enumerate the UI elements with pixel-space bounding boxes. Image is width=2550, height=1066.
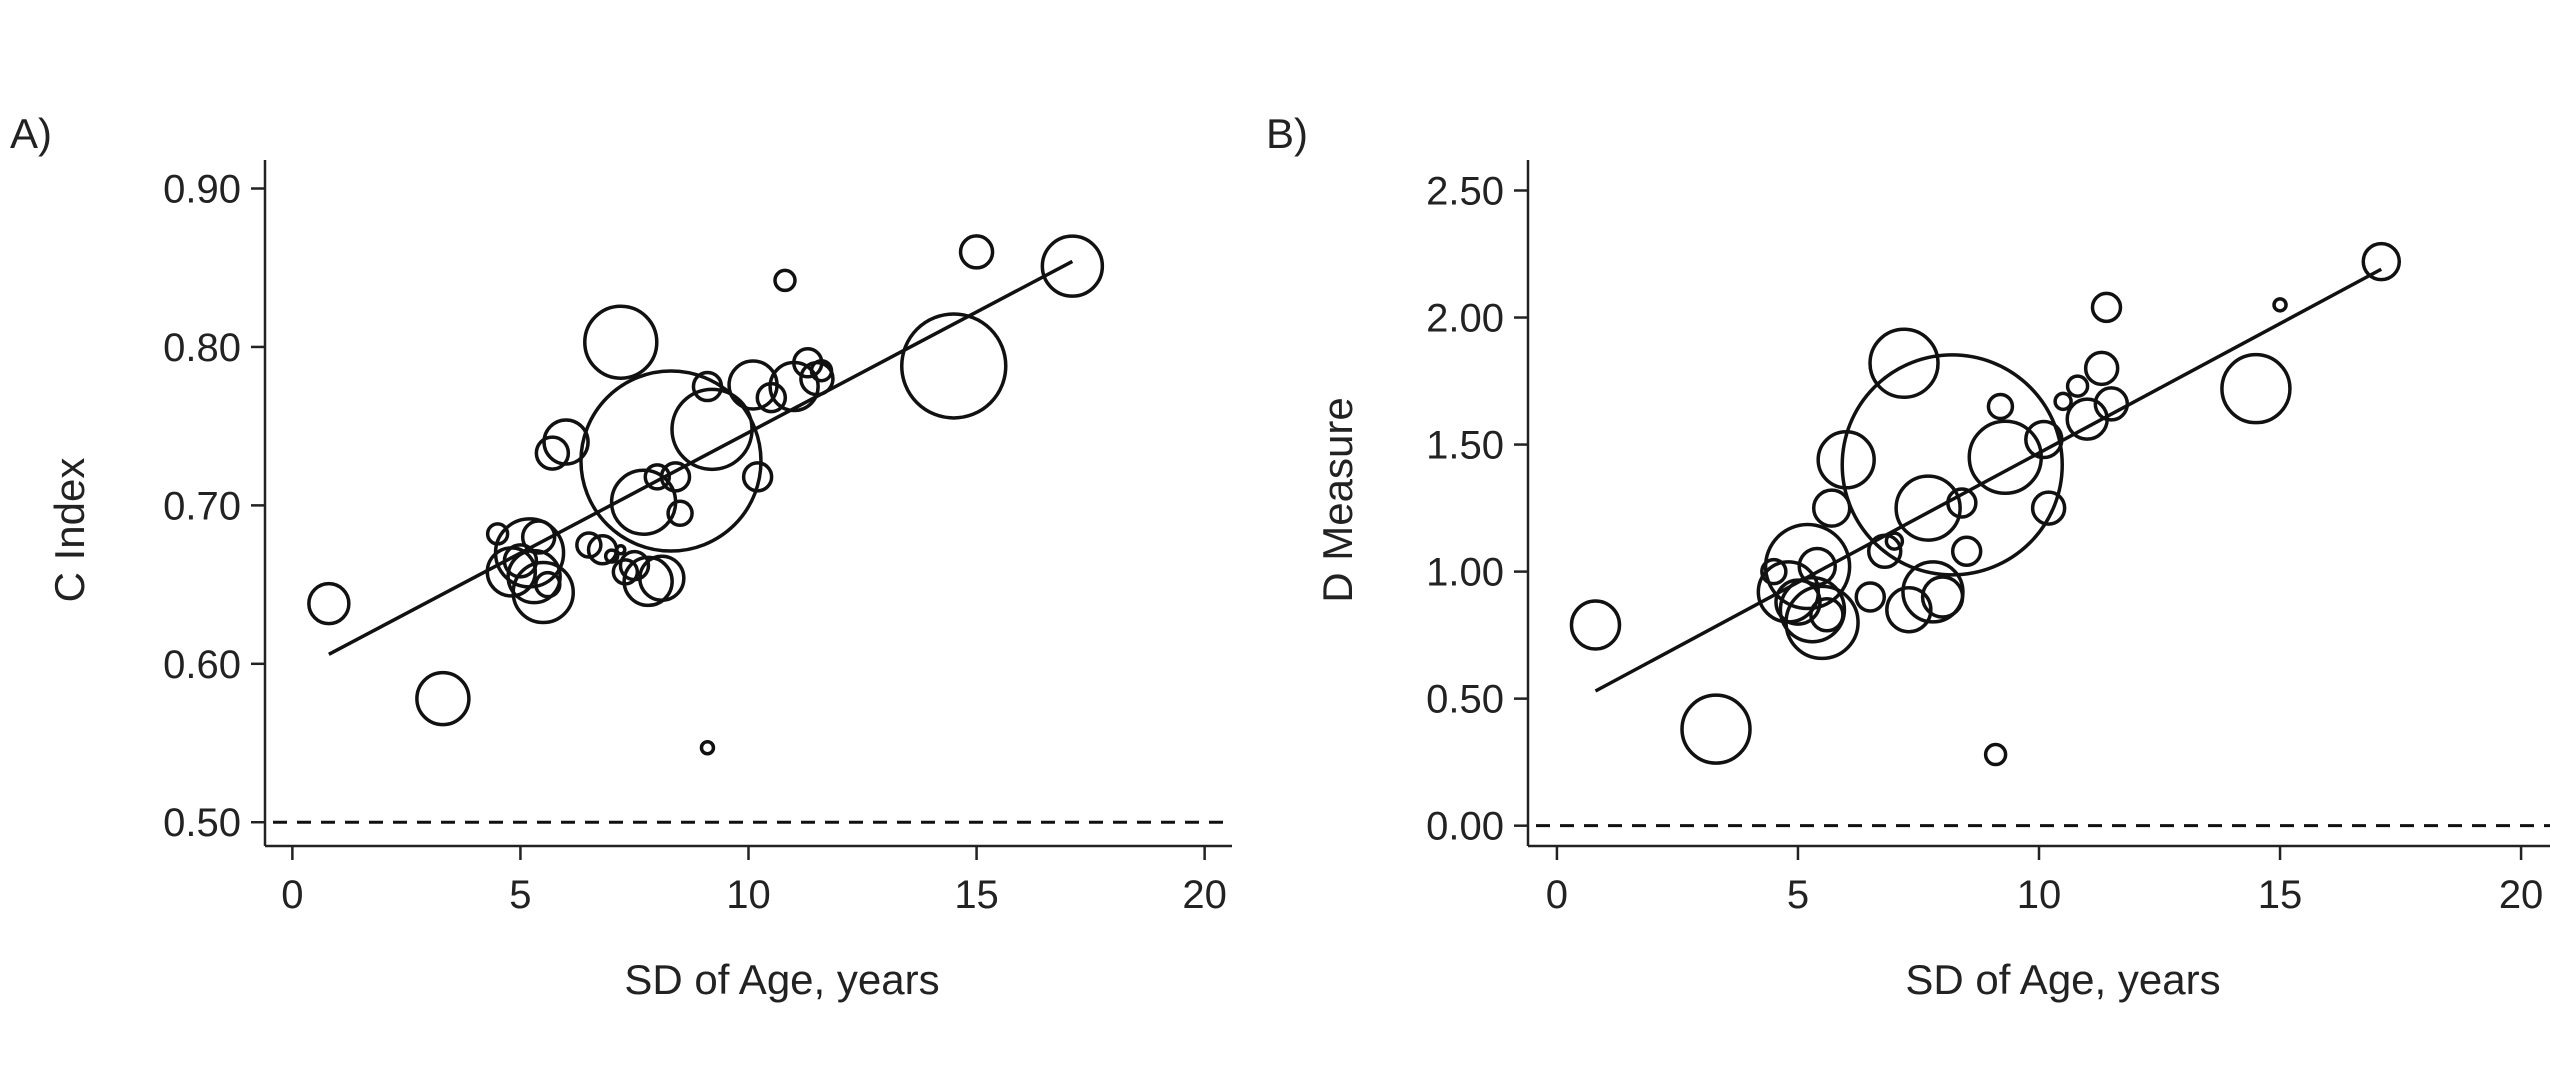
panel-b-bubble-point xyxy=(1986,392,2015,421)
panel-b-x-axis-title: SD of Age, years xyxy=(1905,956,2220,1003)
panel-b-fit-line xyxy=(1594,267,2383,693)
panel-a-x-tick-label: 10 xyxy=(726,873,771,917)
panel-a-bubble-point xyxy=(511,560,575,625)
panel-a-x-tick-label: 5 xyxy=(509,873,531,917)
panel-b-bubble-point xyxy=(1884,531,1905,551)
panel-a-y-tick-label: 0.50 xyxy=(163,801,241,845)
panel-a-bubble-point xyxy=(773,268,797,293)
panel-a-bubble-point xyxy=(615,543,627,556)
panel-a-label: A) xyxy=(10,110,52,157)
panel-b-y-tick-label: 2.50 xyxy=(1426,169,1504,213)
panel-a-y-tick-label: 0.70 xyxy=(163,484,241,528)
panel-b-bubble-point xyxy=(1809,597,1845,633)
panel-a-bubble-point xyxy=(958,234,995,270)
panel-b-bubble-point xyxy=(2065,374,2090,398)
panel-b-y-axis-title: D Measure xyxy=(1314,397,1361,602)
panel-a-bubble-point xyxy=(609,468,678,536)
panel-b-bubble-point xyxy=(1784,584,1860,661)
panel-b-bubble-point xyxy=(2083,350,2120,387)
panel-a-bubble-point xyxy=(699,740,716,756)
panel-b-bubble-point xyxy=(1885,585,1933,634)
panel-a-bubble-point xyxy=(666,499,694,528)
panel-b-bubble-point xyxy=(1763,522,1852,611)
panel-a-bubble-point xyxy=(638,554,686,603)
panel-a-bubble-point xyxy=(603,548,620,564)
panel-a-x-axis-title: SD of Age, years xyxy=(624,956,939,1003)
panel-a-chart: A) 0 5 10 15 20 0.50 0.60 0.70 0.80 0.90 SD of Ag… xyxy=(10,110,1232,1003)
panel-b-x-tick-label: 0 xyxy=(1546,873,1568,917)
panel-a-bubble-point xyxy=(520,519,557,555)
panel-a-bubble-point xyxy=(542,418,590,466)
panel-b-chart: B) 0 5 10 15 20 0.00 0.50 1.00 1.50 2.00 2.50 SD o… xyxy=(1266,110,2550,1003)
panel-a-x-tick-label: 15 xyxy=(954,873,999,917)
panel-a-bubble-point xyxy=(534,570,562,599)
panel-b-x-tick-label: 20 xyxy=(2499,873,2544,917)
panel-a-bubble-point xyxy=(534,435,571,471)
panel-a-bubble-point xyxy=(741,461,774,493)
panel-a-fit-line xyxy=(328,259,1074,656)
panel-a-x-tick-label: 20 xyxy=(1182,873,1227,917)
panel-a-bubble-point xyxy=(415,670,471,727)
panel-a-bubble-point xyxy=(493,517,566,589)
panel-b-bubble-point xyxy=(1854,581,1887,613)
panel-b-bubble-point xyxy=(1811,488,1852,528)
panel-b-x-tick-label: 5 xyxy=(1787,873,1809,917)
panel-b-bubble-point xyxy=(1797,546,1837,587)
panel-b-x-tick-label: 10 xyxy=(2017,873,2062,917)
panel-a-bubble-point xyxy=(809,358,834,383)
panel-a-bubble-point xyxy=(622,555,674,608)
panel-a-y-tick-label: 0.90 xyxy=(163,168,241,212)
panel-b-bubble-point xyxy=(2053,391,2073,412)
panel-a-bubble-point xyxy=(618,549,651,582)
panel-a-bubble-point xyxy=(643,463,672,491)
panel-a-bubble-point xyxy=(1040,234,1105,298)
panel-b-bubble-point xyxy=(1894,474,1962,542)
panel-b-bubble-point xyxy=(1950,535,1983,568)
panel-a-bubble-point xyxy=(583,304,659,380)
panel-b-bubble-point xyxy=(2220,352,2292,425)
panel-a-bubble-point xyxy=(579,369,763,553)
panel-b-x-tick-label: 15 xyxy=(2258,873,2303,917)
panel-a-y-tick-label: 0.60 xyxy=(163,643,241,687)
panel-a-bubble-point xyxy=(900,312,1008,420)
panel-b-label: B) xyxy=(1266,110,1308,157)
panel-b-bubble-point xyxy=(1840,353,2064,577)
panel-b-y-tick-label: 0.00 xyxy=(1426,805,1504,849)
panel-b-y-tick-label: 1.50 xyxy=(1426,424,1504,468)
panel-b-bubble-point xyxy=(2090,291,2123,324)
panel-b-bubble-point xyxy=(1778,575,1847,644)
panel-a-y-axis-title: C Index xyxy=(46,458,93,603)
panel-b-bubble-point xyxy=(1920,575,1965,619)
panel-b-y-tick-label: 1.00 xyxy=(1426,551,1504,595)
panel-b-bubble-point xyxy=(1983,742,2008,767)
panel-a-bubble-point xyxy=(307,581,351,626)
panel-b-y-tick-label: 0.50 xyxy=(1426,678,1504,722)
panel-b-bubble-point xyxy=(1569,599,1622,651)
panel-b-y-tick-label: 2.00 xyxy=(1426,297,1504,341)
panel-a-x-tick-label: 0 xyxy=(281,873,303,917)
panel-b-bubble-point xyxy=(2272,297,2288,313)
panel-b-bubble-point xyxy=(1680,693,1752,765)
panel-a-y-tick-label: 0.80 xyxy=(163,326,241,370)
panel-b-bubble-point xyxy=(2361,241,2402,282)
panel-b-bubble-point xyxy=(1868,327,1940,400)
panel-b-bubble-point xyxy=(1760,557,1788,586)
panel-b-bubble-point xyxy=(2030,490,2067,526)
panel-a-bubble-point xyxy=(691,370,724,403)
